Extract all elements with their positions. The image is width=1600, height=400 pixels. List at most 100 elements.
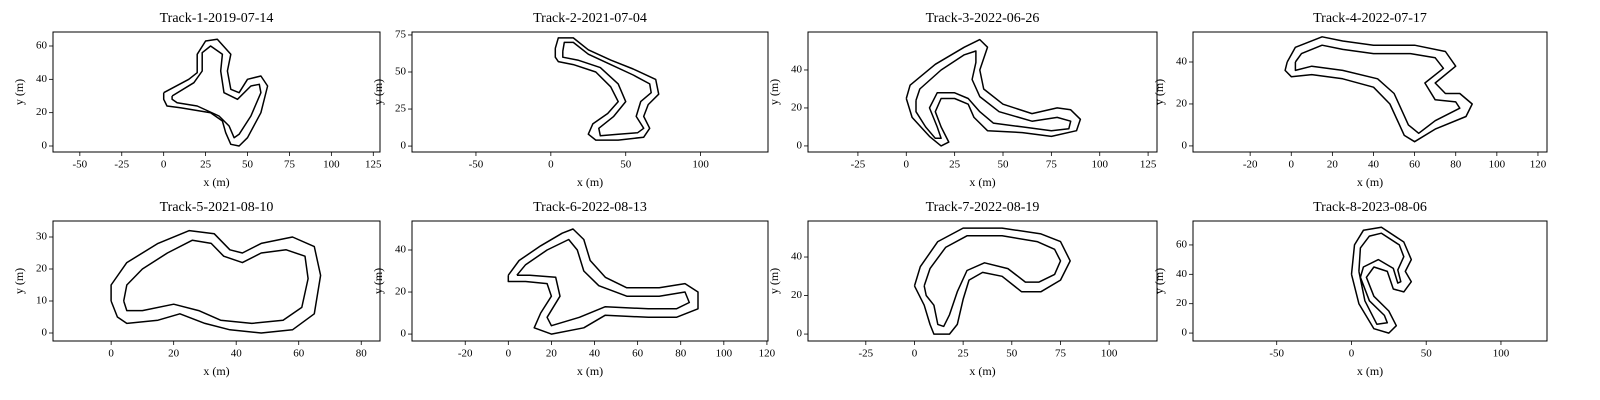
track-boundary [516, 238, 691, 327]
track-boundary [913, 227, 1071, 335]
subplot: Track-5-2021-08-10 x (m) y (m) 0 20 40 60 80 0 10… [12, 200, 381, 378]
x-tick-label: -50 [469, 159, 484, 171]
y-tick-label: 40 [791, 251, 803, 263]
x-tick-label: 100 [1493, 348, 1510, 360]
y-tick-label: 60 [36, 40, 48, 52]
subplot: Track-3-2022-06-26 x (m) y (m) -25 0 25 50 75 10… [767, 11, 1158, 189]
y-tick-label: 20 [36, 263, 48, 275]
track-boundary [562, 41, 652, 137]
x-axis-label: x (m) [1357, 364, 1383, 378]
track-boundary [122, 239, 309, 325]
track-boundary [1294, 44, 1461, 135]
x-tick-label: 0 [548, 159, 554, 171]
x-tick-label: 75 [1055, 348, 1067, 360]
x-tick-label: 125 [365, 159, 382, 171]
subplot: Track-6-2022-08-13 x (m) y (m) -20 0 20 40 60 80… [371, 200, 776, 378]
y-tick-label: 0 [1182, 327, 1188, 339]
y-tick-label: 10 [36, 295, 48, 307]
x-tick-label: 0 [506, 348, 512, 360]
x-tick-label: 0 [1349, 348, 1355, 360]
x-tick-label: 100 [692, 159, 709, 171]
y-tick-label: 0 [42, 327, 48, 339]
track-boundary [171, 45, 262, 139]
x-tick-label: 0 [912, 348, 918, 360]
x-tick-label: 20 [168, 348, 180, 360]
x-tick-label: 75 [1046, 159, 1058, 171]
x-tick-label: 50 [998, 159, 1010, 171]
x-tick-label: 80 [1450, 159, 1462, 171]
subplot-title: Track-8-2023-08-06 [1313, 200, 1427, 215]
x-tick-label: 120 [1530, 159, 1547, 171]
y-tick-label: 40 [395, 244, 407, 256]
x-tick-label: 40 [231, 348, 243, 360]
y-tick-label: 40 [791, 64, 803, 76]
x-tick-label: -25 [851, 159, 866, 171]
x-tick-label: 20 [1327, 159, 1339, 171]
subplot-title: Track-6-2022-08-13 [533, 200, 647, 215]
y-tick-label: 60 [1176, 238, 1188, 250]
x-tick-label: 125 [1140, 159, 1157, 171]
axes-frame [1192, 220, 1548, 342]
x-tick-label: 50 [242, 159, 254, 171]
x-tick-label: 100 [1489, 159, 1506, 171]
y-tick-label: 20 [1176, 297, 1188, 309]
x-tick-label: 0 [161, 159, 167, 171]
subplot-title: Track-4-2022-07-17 [1313, 11, 1427, 26]
y-axis-label: y (m) [12, 79, 26, 105]
axes-frame [807, 31, 1158, 153]
track-boundary [915, 50, 1072, 140]
x-tick-label: 50 [1421, 348, 1433, 360]
y-tick-label: 0 [401, 140, 407, 152]
track-boundary [554, 37, 660, 141]
x-tick-label: 40 [1368, 159, 1380, 171]
x-tick-label: -20 [1243, 159, 1258, 171]
x-tick-label: 0 [1289, 159, 1295, 171]
x-axis-label: x (m) [577, 364, 603, 378]
x-tick-label: 50 [1006, 348, 1018, 360]
x-tick-label: 100 [323, 159, 340, 171]
x-tick-label: 25 [200, 159, 212, 171]
subplot-title: Track-1-2019-07-14 [160, 11, 274, 26]
track-boundary [110, 229, 322, 334]
axes-frame [52, 220, 381, 342]
y-tick-label: 0 [401, 328, 407, 340]
x-tick-label: -20 [458, 348, 473, 360]
subplot-title: Track-2-2021-07-04 [533, 11, 647, 26]
track-boundary [162, 38, 269, 147]
y-tick-label: 0 [797, 139, 803, 151]
y-tick-label: 0 [797, 328, 803, 340]
x-tick-label: 40 [589, 348, 601, 360]
track-boundary [1350, 226, 1413, 334]
x-tick-label: 0 [904, 159, 910, 171]
y-tick-label: 0 [42, 140, 48, 152]
axes-frame [1192, 31, 1548, 153]
x-tick-label: 100 [716, 348, 733, 360]
y-tick-label: 25 [395, 103, 407, 115]
axes-frame [411, 31, 769, 153]
x-tick-label: 25 [958, 348, 970, 360]
x-axis-label: x (m) [203, 175, 229, 189]
x-tick-label: 0 [108, 348, 114, 360]
x-tick-label: -50 [72, 159, 87, 171]
y-axis-label: y (m) [371, 268, 385, 294]
y-axis-label: y (m) [1152, 268, 1166, 294]
y-tick-label: 75 [395, 28, 407, 40]
x-tick-label: -25 [858, 348, 873, 360]
subplot: Track-2-2021-07-04 x (m) y (m) -50 0 50 100 0 25… [371, 11, 769, 189]
y-axis-label: y (m) [767, 268, 781, 294]
subplot: Track-4-2022-07-17 x (m) y (m) -20 0 20 40 60 80… [1152, 11, 1548, 189]
subplot-title: Track-5-2021-08-10 [160, 200, 274, 215]
y-tick-label: 20 [791, 101, 803, 113]
y-tick-label: 20 [36, 106, 48, 118]
x-axis-label: x (m) [1357, 175, 1383, 189]
x-tick-label: 60 [632, 348, 644, 360]
subplot-title: Track-3-2022-06-26 [926, 11, 1040, 26]
y-axis-label: y (m) [1152, 79, 1166, 105]
y-axis-label: y (m) [767, 79, 781, 105]
y-tick-label: 40 [1176, 268, 1188, 280]
y-tick-label: 20 [395, 286, 407, 298]
x-tick-label: 100 [1091, 159, 1108, 171]
x-axis-label: x (m) [969, 175, 995, 189]
